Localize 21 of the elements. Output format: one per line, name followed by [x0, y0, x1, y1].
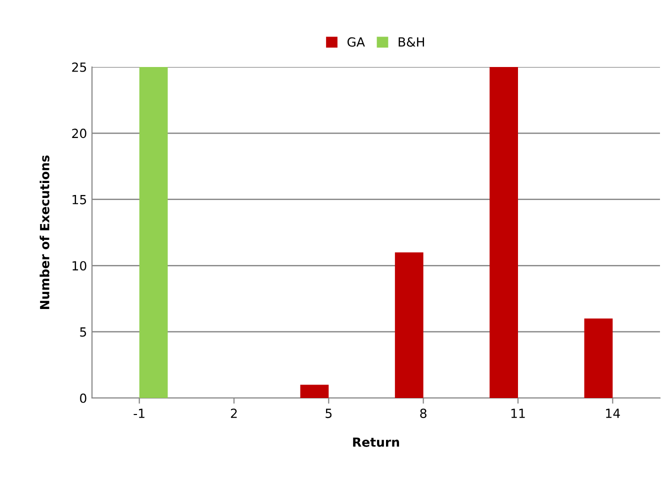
- y-tick-label: 15: [72, 195, 86, 204]
- x-tick-label: 5: [326, 408, 332, 418]
- x-tick-label: 8: [420, 408, 426, 418]
- x-tick-label: -1: [134, 408, 144, 418]
- y-tick-label: 0: [80, 393, 86, 403]
- bar: [139, 67, 168, 398]
- y-axis-title: Number of Executions: [40, 155, 50, 309]
- x-axis-title: Return: [353, 438, 400, 447]
- y-tick-label: 25: [72, 62, 86, 72]
- x-tick-label: 14: [606, 408, 620, 418]
- legend-label: GA: [347, 37, 365, 47]
- bar: [394, 252, 424, 398]
- x-tick-label: 2: [230, 408, 237, 418]
- bar: [300, 384, 329, 398]
- y-tick-label: 20: [72, 128, 86, 138]
- y-tick-label: 10: [72, 261, 86, 271]
- bar: [490, 67, 518, 398]
- bar: [584, 318, 613, 398]
- x-tick-label: 11: [511, 408, 525, 418]
- legend-label: B&H: [398, 37, 424, 47]
- y-tick-label: 5: [80, 327, 86, 337]
